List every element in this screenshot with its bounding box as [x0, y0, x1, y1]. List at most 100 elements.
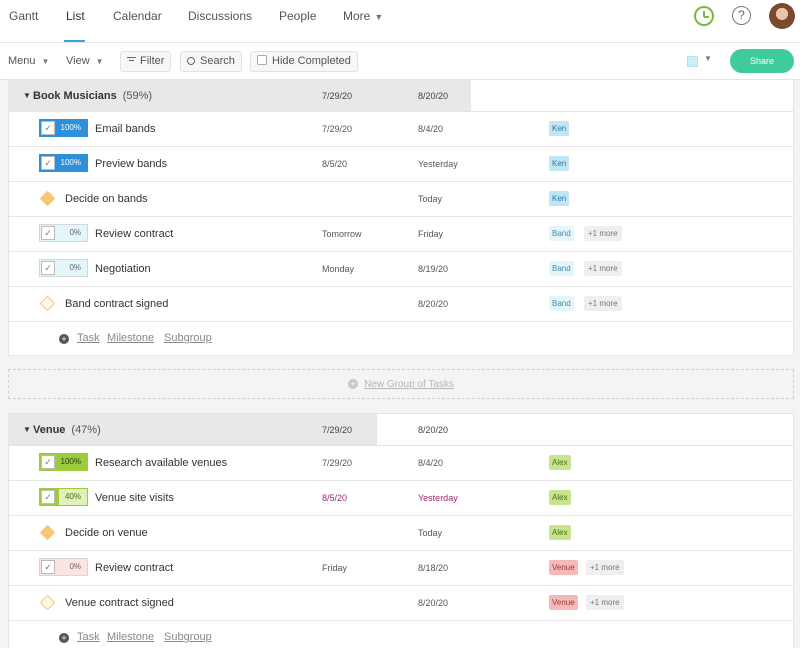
- task-name[interactable]: Preview bands: [95, 158, 168, 170]
- tab-calendar[interactable]: Calendar: [113, 9, 162, 23]
- check-icon[interactable]: ✓: [41, 560, 55, 574]
- assignee-badge[interactable]: Venue: [549, 595, 578, 610]
- check-icon[interactable]: ✓: [41, 490, 55, 504]
- task-row[interactable]: ✓ 40% Venue site visits 8/5/20 Yesterday Alex: [8, 481, 794, 516]
- plus-icon[interactable]: +: [59, 633, 69, 643]
- assignee-badge[interactable]: Alex: [549, 490, 571, 505]
- group-start-date: 7/29/20: [322, 425, 353, 435]
- share-button[interactable]: Share: [730, 49, 794, 73]
- progress-bar[interactable]: ✓ 100%: [39, 154, 88, 172]
- hide-completed-toggle[interactable]: Hide Completed: [250, 51, 358, 72]
- caret-down-icon[interactable]: ▼: [23, 91, 31, 100]
- task-row[interactable]: ✓ 0% Review contract Friday 8/18/20 Venue +1 m…: [8, 551, 794, 586]
- progress-bar[interactable]: ✓ 0%: [39, 558, 88, 576]
- task-name[interactable]: Review contract: [95, 562, 174, 574]
- milestone-icon[interactable]: [39, 594, 56, 611]
- add-task-link[interactable]: Task: [77, 332, 100, 344]
- view-dropdown[interactable]: View ▼: [66, 55, 104, 67]
- color-picker-swatch[interactable]: [687, 56, 698, 67]
- milestone-name[interactable]: Venue contract signed: [65, 597, 174, 609]
- add-milestone-link[interactable]: Milestone: [107, 631, 155, 643]
- group-name[interactable]: Venue (47%): [33, 424, 101, 436]
- assignee-badge[interactable]: Ken: [549, 156, 570, 171]
- task-row[interactable]: ✓ 100% Preview bands 8/5/20 Yesterday Ken: [8, 147, 794, 182]
- task-name[interactable]: Research available venues: [95, 457, 228, 469]
- chevron-down-icon[interactable]: ▼: [704, 54, 712, 63]
- progress-bar[interactable]: ✓ 40%: [39, 488, 88, 506]
- check-icon[interactable]: ✓: [41, 121, 55, 135]
- task-name[interactable]: Negotiation: [95, 263, 151, 275]
- milestone-icon[interactable]: [39, 524, 56, 541]
- task-row[interactable]: Decide on venue Today Alex: [8, 516, 794, 551]
- more-assignees-badge[interactable]: +1 more: [584, 226, 622, 241]
- task-name[interactable]: Email bands: [95, 123, 156, 135]
- progress-bar[interactable]: ✓ 100%: [39, 119, 88, 137]
- tab-gantt[interactable]: Gantt: [9, 9, 39, 23]
- milestone-icon[interactable]: [39, 295, 56, 312]
- task-row[interactable]: ✓ 100% Research available venues 7/29/20 8/4…: [8, 446, 794, 481]
- group-header-shade: [9, 414, 377, 445]
- end-date: 8/20/20: [418, 598, 449, 608]
- plus-icon[interactable]: +: [59, 334, 69, 344]
- task-row[interactable]: Decide on bands Today Ken: [8, 182, 794, 217]
- task-row[interactable]: ✓ 0% Negotiation Monday 8/19/20 Band +1 more: [8, 252, 794, 287]
- tab-more-label: More: [343, 9, 371, 23]
- more-assignees-badge[interactable]: +1 more: [584, 296, 622, 311]
- menu-dropdown[interactable]: Menu ▼: [8, 55, 49, 67]
- check-icon[interactable]: ✓: [41, 455, 55, 469]
- chevron-down-icon: ▼: [374, 12, 384, 22]
- tab-people[interactable]: People: [279, 9, 317, 23]
- filter-button[interactable]: Filter: [120, 51, 172, 72]
- check-icon[interactable]: ✓: [41, 226, 55, 240]
- assignee-badge[interactable]: Band: [549, 296, 574, 311]
- progress-bar[interactable]: ✓ 0%: [39, 224, 88, 242]
- avatar[interactable]: [769, 3, 795, 29]
- clock-icon[interactable]: [694, 6, 714, 26]
- task-row[interactable]: ✓ 0% Review contract Tomorrow Friday Band +1 m…: [8, 217, 794, 252]
- group-name[interactable]: Book Musicians (59%): [33, 90, 153, 102]
- add-subgroup-link[interactable]: Subgroup: [164, 631, 212, 643]
- search-button[interactable]: Search: [180, 51, 242, 72]
- more-assignees-badge[interactable]: +1 more: [586, 595, 624, 610]
- task-name[interactable]: Review contract: [95, 228, 174, 240]
- more-assignees-badge[interactable]: +1 more: [584, 261, 622, 276]
- progress-bar[interactable]: ✓ 100%: [39, 453, 88, 471]
- progress-bar[interactable]: ✓ 0%: [39, 259, 88, 277]
- add-task-link[interactable]: Task: [77, 631, 100, 643]
- assignee-badge[interactable]: Band: [549, 226, 574, 241]
- assignee-badge[interactable]: Ken: [549, 121, 570, 136]
- end-date: Friday: [418, 229, 444, 239]
- check-icon[interactable]: ✓: [41, 261, 55, 275]
- assignee-badge[interactable]: Alex: [549, 455, 571, 470]
- tab-discussions[interactable]: Discussions: [188, 9, 253, 23]
- milestone-name[interactable]: Decide on venue: [65, 527, 148, 539]
- progress-label: 100%: [60, 158, 81, 167]
- milestone-name[interactable]: Band contract signed: [65, 298, 169, 310]
- end-date: 8/18/20: [418, 563, 449, 573]
- tab-list[interactable]: List: [66, 9, 85, 23]
- help-icon[interactable]: ?: [732, 6, 751, 25]
- assignee-badge[interactable]: Alex: [549, 525, 571, 540]
- tab-more[interactable]: More ▼: [343, 9, 383, 23]
- group-percent: (47%): [71, 424, 101, 436]
- assignee-badge[interactable]: Venue: [549, 560, 578, 575]
- start-date: Tomorrow: [322, 229, 362, 239]
- assignee-badge[interactable]: Band: [549, 261, 574, 276]
- assignee-badge[interactable]: Ken: [549, 191, 570, 206]
- task-name[interactable]: Venue site visits: [95, 492, 174, 504]
- add-item-row: + Task Milestone Subgroup: [8, 621, 794, 648]
- milestone-icon[interactable]: [39, 190, 56, 207]
- check-icon[interactable]: ✓: [41, 156, 55, 170]
- milestone-name[interactable]: Decide on bands: [65, 193, 148, 205]
- more-assignees-badge[interactable]: +1 more: [586, 560, 624, 575]
- add-subgroup-link[interactable]: Subgroup: [164, 332, 212, 344]
- start-date: 8/5/20: [322, 493, 348, 503]
- task-row[interactable]: Venue contract signed 8/20/20 Venue +1 more: [8, 586, 794, 621]
- task-row[interactable]: ✓ 100% Email bands 7/29/20 8/4/20 Ken: [8, 112, 794, 147]
- end-date: 8/20/20: [418, 299, 449, 309]
- new-group-button[interactable]: + New Group of Tasks: [8, 369, 794, 399]
- caret-down-icon[interactable]: ▼: [23, 425, 31, 434]
- progress-label: 40%: [64, 492, 81, 501]
- task-row[interactable]: Band contract signed 8/20/20 Band +1 more: [8, 287, 794, 322]
- add-milestone-link[interactable]: Milestone: [107, 332, 155, 344]
